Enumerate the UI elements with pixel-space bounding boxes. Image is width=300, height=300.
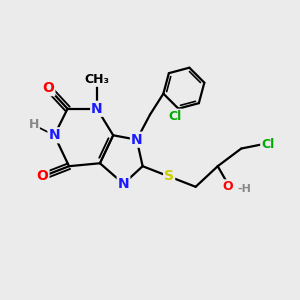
Text: N: N	[118, 177, 129, 191]
Text: CH₃: CH₃	[85, 73, 110, 86]
Text: S: S	[164, 169, 174, 184]
Text: O: O	[37, 169, 49, 184]
Text: O: O	[223, 180, 233, 193]
Text: O: O	[43, 81, 54, 95]
Text: N: N	[91, 102, 103, 116]
Text: N: N	[131, 133, 142, 147]
Text: N: N	[49, 128, 60, 142]
Text: Cl: Cl	[168, 110, 182, 123]
Text: Cl: Cl	[261, 138, 274, 151]
Text: -H: -H	[238, 184, 252, 194]
Text: H: H	[28, 118, 39, 131]
